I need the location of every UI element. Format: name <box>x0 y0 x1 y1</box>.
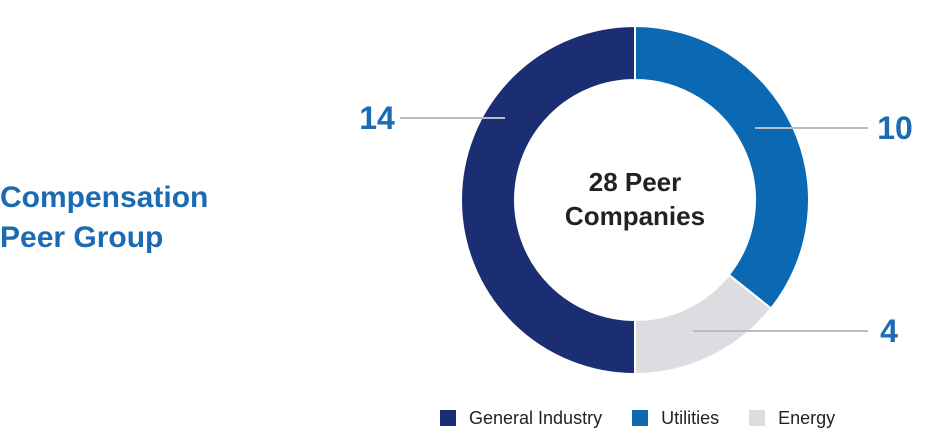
legend-item-general-industry: General Industry <box>440 408 602 429</box>
center-label-line-1: 28 Peer <box>589 167 682 197</box>
legend-swatch-energy <box>749 410 766 426</box>
legend-item-energy: Energy <box>749 408 835 429</box>
slice-utilities <box>634 24 810 310</box>
data-label-utilities: 10 <box>877 110 913 146</box>
legend-label-general-industry: General Industry <box>469 407 603 428</box>
chart-heading: Compensation Peer Group <box>0 178 208 258</box>
center-label-line-2: Companies <box>565 201 705 231</box>
legend-swatch-utilities <box>632 410 649 426</box>
legend-swatch-general-industry <box>440 410 456 426</box>
chart-heading-line-1: Compensation <box>0 181 209 214</box>
chart-heading-line-2: Peer Group <box>0 221 164 254</box>
chart-legend: General Industry Utilities Energy <box>440 406 835 430</box>
legend-label-utilities: Utilities <box>661 407 720 428</box>
legend-item-utilities: Utilities <box>632 408 719 429</box>
data-label-energy: 4 <box>880 313 898 349</box>
slice-general-industry <box>460 24 636 376</box>
data-label-general-industry: 14 <box>359 100 395 136</box>
legend-label-energy: Energy <box>778 407 836 428</box>
donut-chart: 14 10 4 28 Peer Companies <box>359 24 913 376</box>
